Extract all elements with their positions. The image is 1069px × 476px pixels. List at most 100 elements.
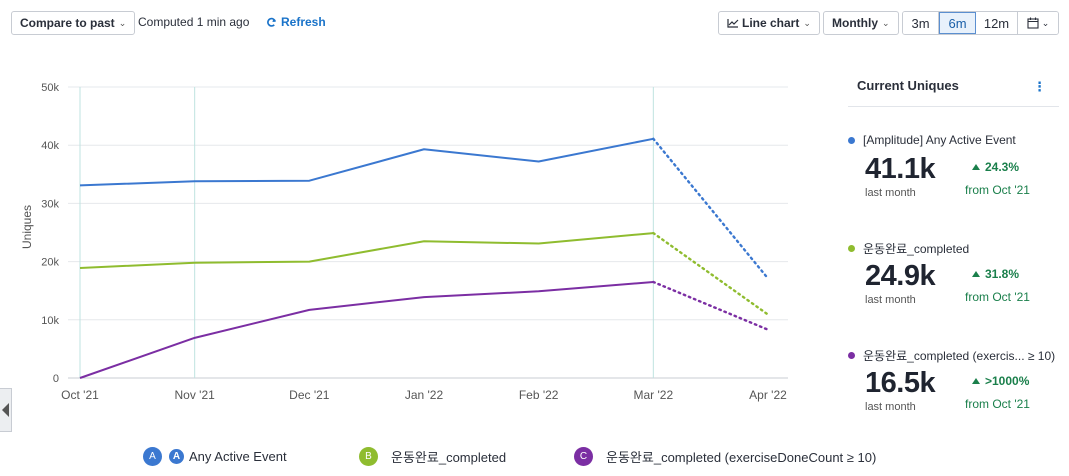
metric-change: 31.8% (972, 267, 1019, 281)
series-line[interactable] (79, 137, 654, 187)
y-tick-label: 10k (41, 315, 59, 327)
more-options-icon[interactable]: ⋮ (1033, 79, 1046, 94)
chevron-down-icon: ⌄ (118, 17, 127, 28)
chevron-left-icon (2, 403, 9, 417)
chevron-down-icon: ⌄ (882, 17, 890, 28)
data-point[interactable] (536, 241, 541, 246)
series-badge: C (574, 447, 593, 466)
data-point[interactable] (78, 183, 83, 188)
chevron-down-icon: ⌄ (1041, 17, 1050, 28)
metric-name: [Amplitude] Any Active Event (863, 133, 1016, 147)
compare-label: Compare to past (20, 16, 115, 30)
series-incomplete-segment[interactable] (652, 137, 770, 280)
series-incomplete-segment[interactable] (652, 231, 770, 316)
data-point[interactable] (651, 279, 656, 284)
legend-item-b[interactable]: B 운동완료_completed (359, 447, 506, 466)
chart-type-label: Line chart (742, 16, 800, 30)
line-chart: 0 10k 20k 30k 40k 50k Oct '21 Nov '21 Dec '21 Ja… (20, 82, 788, 402)
data-point[interactable] (78, 266, 83, 271)
panel-title: Current Uniques (857, 78, 959, 93)
data-point[interactable] (192, 335, 197, 340)
x-tick-label: Jan '22 (405, 388, 444, 402)
data-point[interactable] (78, 376, 83, 381)
x-tick-label: Nov '21 (175, 388, 216, 402)
metric-from: from Oct '21 (965, 290, 1030, 304)
chevron-down-icon: ⌄ (803, 17, 811, 28)
y-axis-label: Uniques (20, 205, 34, 249)
collapse-panel-handle[interactable] (0, 388, 12, 432)
chart-series (78, 136, 771, 381)
metric-value: 24.9k (865, 260, 936, 292)
compare-to-past-dropdown[interactable]: Compare to past ⌄ (11, 11, 136, 35)
metric-value: 41.1k (865, 153, 936, 185)
line-chart-icon (727, 19, 739, 28)
data-point[interactable] (307, 178, 312, 183)
series-badge: B (359, 447, 378, 466)
up-arrow-icon (972, 164, 980, 170)
range-6m-button[interactable]: 6m (939, 12, 976, 34)
metric-card: [Amplitude] Any Active Event 41.1k last … (848, 133, 1063, 213)
refresh-label: Refresh (281, 15, 326, 29)
date-range-selector: 3m 6m 12m ⌄ (902, 11, 1059, 35)
series-line[interactable] (79, 280, 654, 379)
series-incomplete-segment[interactable] (652, 280, 770, 331)
data-point[interactable] (766, 327, 771, 332)
metric-from: from Oct '21 (965, 397, 1030, 411)
metric-card: 운동완료_completed (exercis... ≥ 10) 16.5k l… (848, 347, 1063, 427)
amplitude-icon: A (169, 449, 184, 464)
data-point[interactable] (536, 159, 541, 164)
metric-name: 운동완료_completed (exercis... ≥ 10) (863, 349, 1056, 363)
x-tick-label: Feb '22 (519, 388, 559, 402)
x-tick-label: Dec '21 (289, 388, 330, 402)
calendar-icon (1027, 17, 1039, 29)
y-tick-label: 0 (53, 373, 59, 385)
data-point[interactable] (651, 136, 656, 141)
legend-item-c[interactable]: C 운동완료_completed (exerciseDoneCount ≥ 10… (574, 447, 876, 466)
metric-period: last month (865, 187, 916, 199)
custom-date-button[interactable]: ⌄ (1018, 12, 1058, 34)
series-line[interactable] (79, 232, 654, 270)
data-point[interactable] (422, 147, 427, 152)
x-tick-label: Mar '22 (634, 388, 674, 402)
up-arrow-icon (972, 271, 980, 277)
interval-label: Monthly (832, 16, 878, 30)
computed-status: Computed 1 min ago (138, 15, 250, 29)
legend-item-a[interactable]: A A Any Active Event (143, 447, 287, 466)
data-point[interactable] (422, 295, 427, 300)
metric-from: from Oct '21 (965, 183, 1030, 197)
data-point[interactable] (536, 289, 541, 294)
legend-label: 운동완료_completed (exerciseDoneCount ≥ 10) (606, 450, 877, 465)
data-point[interactable] (651, 231, 656, 236)
data-point[interactable] (766, 276, 771, 281)
series-dot (848, 136, 855, 144)
series-dot (848, 245, 855, 252)
data-point[interactable] (307, 307, 312, 312)
metric-value: 16.5k (865, 367, 936, 399)
refresh-button[interactable]: Refresh (266, 15, 326, 29)
legend-label: 운동완료_completed (391, 450, 507, 465)
y-tick-label: 20k (41, 257, 59, 269)
series-dot (848, 352, 855, 359)
panel-divider (848, 106, 1059, 107)
legend-label: Any Active Event (189, 449, 287, 464)
data-point[interactable] (307, 259, 312, 264)
y-tick-label: 40k (41, 140, 59, 152)
data-point[interactable] (192, 179, 197, 184)
metric-period: last month (865, 294, 916, 306)
data-point[interactable] (192, 260, 197, 265)
metric-change: 24.3% (972, 160, 1019, 174)
series-badge: A (143, 447, 162, 466)
data-point[interactable] (422, 239, 427, 244)
up-arrow-icon (972, 378, 980, 384)
range-12m-button[interactable]: 12m (976, 12, 1018, 34)
metric-card: 운동완료_completed 24.9k last month 31.8% fr… (848, 240, 1063, 320)
metric-period: last month (865, 401, 916, 413)
interval-dropdown[interactable]: Monthly ⌄ (823, 11, 899, 35)
chart-type-dropdown[interactable]: Line chart ⌄ (718, 11, 820, 35)
data-point[interactable] (766, 312, 771, 317)
chart-grid (68, 86, 788, 379)
metric-name: 운동완료_completed (863, 242, 970, 256)
refresh-icon (267, 17, 276, 27)
range-3m-button[interactable]: 3m (903, 12, 939, 34)
y-tick-label: 30k (41, 198, 59, 210)
